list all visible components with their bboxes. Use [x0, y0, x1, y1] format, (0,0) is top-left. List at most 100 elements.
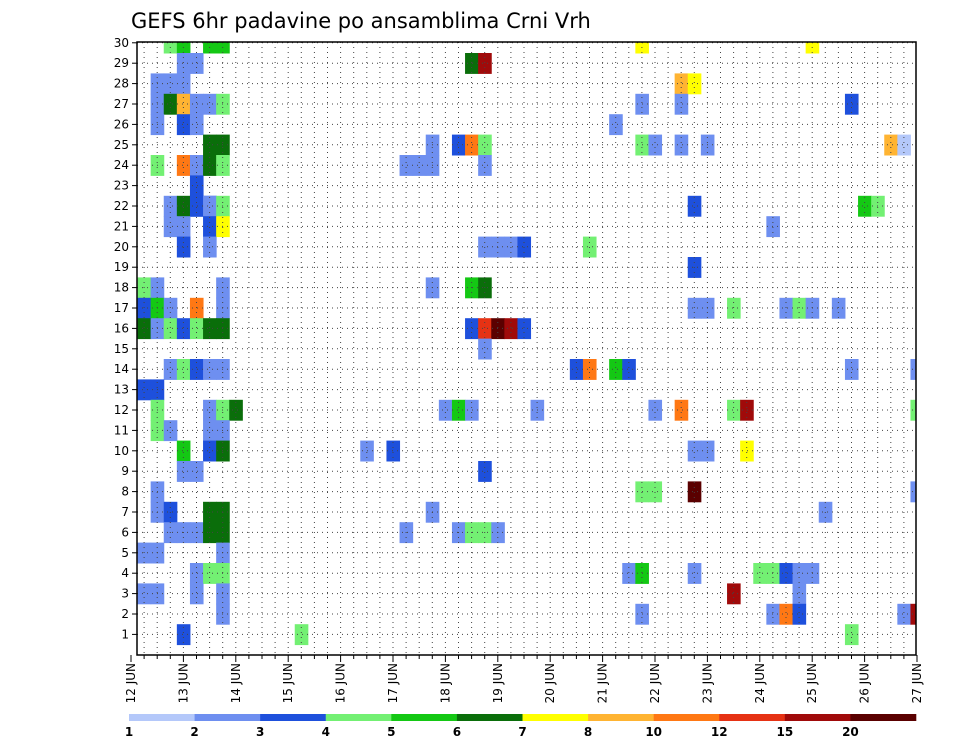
precip-cell [622, 563, 636, 584]
precip-cell [163, 195, 178, 217]
precip-cell [386, 440, 401, 462]
precip-cell [189, 318, 204, 340]
precip-cell [844, 93, 859, 115]
precip-cell [753, 563, 767, 584]
precip-cell [779, 603, 794, 625]
x-tick-label: 27 JUN [910, 663, 924, 703]
chart-title: GEFS 6hr padavine po ansamblima Crni Vrh [131, 9, 591, 33]
y-tick-label: 23 [114, 179, 129, 193]
precip-cell [897, 603, 911, 625]
precip-cell [478, 53, 492, 74]
precip-cell [622, 359, 636, 380]
precip-cell [687, 563, 702, 584]
precip-cell [163, 73, 178, 95]
precip-cell [137, 318, 152, 340]
precip-cell [687, 481, 702, 503]
precip-cell [189, 297, 204, 319]
x-tick-label: 24 JUN [753, 663, 767, 703]
x-tick-label: 15 JUN [281, 663, 295, 703]
precip-cell [189, 583, 204, 605]
legend-swatch [325, 714, 392, 721]
precip-cell [176, 624, 191, 646]
y-tick-label: 24 [114, 158, 129, 172]
grid-lines [137, 42, 916, 655]
precip-cell [779, 563, 794, 584]
precip-cell [189, 155, 204, 176]
precip-cell [163, 93, 178, 115]
precip-cell [478, 318, 492, 340]
precip-cell [399, 155, 414, 176]
heatmap-cells [137, 42, 916, 646]
precip-cell [740, 399, 754, 421]
precip-cell [137, 379, 152, 401]
precip-cell [163, 297, 178, 319]
legend-swatch [653, 714, 720, 721]
precip-cell [609, 359, 623, 380]
precip-cell [766, 216, 780, 238]
precip-cell [792, 563, 807, 584]
y-tick-label: 21 [114, 219, 129, 233]
legend-label: 3 [256, 725, 264, 739]
y-tick-label: 5 [121, 546, 129, 560]
precip-cell [203, 155, 217, 176]
legend-swatch [719, 714, 786, 721]
x-tick-label: 17 JUN [386, 663, 400, 703]
legend-swatch [588, 714, 654, 721]
precip-cell [438, 399, 453, 421]
precip-cell [792, 583, 807, 605]
precip-cell [451, 134, 466, 156]
precip-cell [203, 195, 217, 217]
precip-cell [176, 318, 191, 340]
precip-cell [674, 399, 689, 421]
y-tick-label: 30 [114, 36, 129, 50]
y-tick-label: 18 [114, 281, 129, 295]
x-tick-label: 19 JUN [491, 663, 505, 703]
precip-cell [412, 155, 427, 176]
legend-label: 20 [842, 725, 859, 739]
x-tick-label: 22 JUN [648, 663, 662, 703]
legend-swatch [129, 714, 195, 721]
precip-cell [189, 359, 204, 380]
precip-cell [517, 318, 532, 340]
legend-swatch [391, 714, 458, 721]
precip-cell [910, 359, 916, 380]
precip-cell [609, 114, 623, 136]
precip-cell [910, 603, 916, 625]
legend-label: 12 [711, 725, 728, 739]
x-tick-label: 13 JUN [176, 663, 190, 703]
precip-cell [189, 461, 204, 482]
y-axis: 1234567891011121314151617181920212223242… [114, 36, 137, 641]
legend-label: 15 [776, 725, 793, 739]
precip-cell [674, 93, 689, 115]
legend-label: 2 [190, 725, 198, 739]
precip-cell [858, 195, 872, 217]
precip-cell [687, 297, 702, 319]
precip-cell [176, 440, 191, 462]
y-tick-label: 7 [121, 505, 129, 519]
precip-cell [176, 461, 191, 482]
y-tick-label: 26 [114, 117, 129, 131]
precip-cell [189, 93, 204, 115]
x-tick-label: 25 JUN [805, 663, 819, 703]
y-tick-label: 4 [121, 566, 129, 580]
legend-label: 5 [387, 725, 395, 739]
legend-label: 7 [518, 725, 526, 739]
y-tick-label: 1 [121, 627, 129, 641]
legend-swatch [784, 714, 851, 721]
precip-cell [229, 399, 243, 421]
precip-cell [176, 359, 191, 380]
y-tick-label: 27 [114, 97, 129, 111]
precip-cell [163, 318, 178, 340]
x-tick-label: 12 JUN [124, 663, 138, 703]
y-tick-label: 28 [114, 77, 129, 91]
precip-cell [176, 195, 191, 217]
color-legend: 1 2 3 4 5 6 7 8 10 12 15 20 [125, 714, 917, 739]
precip-cell [727, 297, 741, 319]
y-tick-label: 10 [114, 444, 129, 458]
precip-cell [203, 318, 217, 340]
precip-cell [176, 73, 191, 95]
y-tick-label: 11 [114, 423, 129, 437]
y-tick-label: 20 [114, 240, 129, 254]
x-tick-label: 23 JUN [700, 663, 714, 703]
